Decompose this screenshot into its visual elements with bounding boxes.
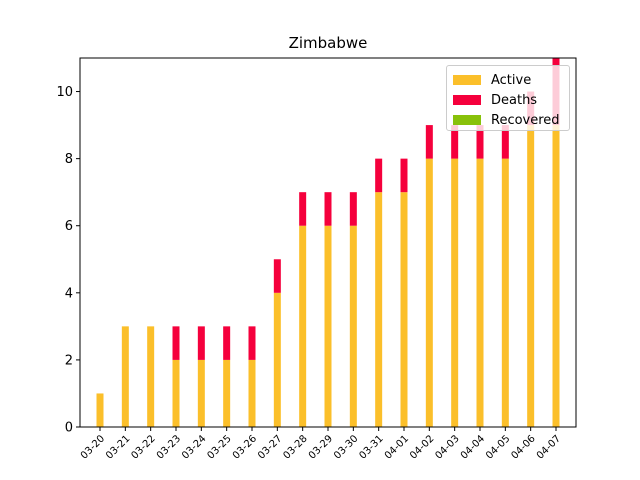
x-tick-label: 04-02 bbox=[408, 433, 436, 461]
bar-deaths-03-31 bbox=[375, 158, 383, 193]
y-tick-label: 2 bbox=[65, 353, 73, 368]
x-tick-label: 03-30 bbox=[332, 433, 360, 461]
x-tick-label: 03-27 bbox=[256, 433, 284, 461]
x-tick-label: 03-31 bbox=[357, 433, 385, 461]
bar-active-03-24 bbox=[197, 359, 205, 427]
legend-swatch-recovered bbox=[453, 115, 481, 125]
bar-active-03-20 bbox=[96, 393, 104, 427]
x-tick-label: 04-05 bbox=[484, 433, 512, 461]
bar-deaths-04-05 bbox=[501, 125, 509, 159]
y-tick-label: 0 bbox=[65, 421, 73, 436]
bar-active-04-01 bbox=[400, 192, 408, 427]
x-tick-label: 03-22 bbox=[129, 433, 157, 461]
bar-active-03-21 bbox=[121, 326, 129, 427]
bar-deaths-03-27 bbox=[273, 259, 281, 293]
x-tick-label: 04-06 bbox=[509, 433, 537, 461]
bar-deaths-04-02 bbox=[425, 125, 433, 159]
bar-active-03-30 bbox=[349, 225, 357, 427]
bar-deaths-04-04 bbox=[476, 125, 484, 159]
bar-active-04-02 bbox=[425, 158, 433, 428]
bar-deaths-04-01 bbox=[400, 158, 408, 193]
legend: Active Deaths Recovered bbox=[446, 65, 570, 131]
bar-active-03-23 bbox=[172, 359, 180, 427]
bar-active-04-05 bbox=[501, 158, 509, 428]
bar-deaths-03-26 bbox=[248, 326, 256, 360]
legend-label-active: Active bbox=[491, 72, 532, 88]
legend-label-recovered: Recovered bbox=[491, 112, 560, 128]
legend-swatch-active bbox=[453, 75, 481, 85]
bar-deaths-03-28 bbox=[299, 192, 307, 226]
bars-group bbox=[96, 58, 560, 428]
bar-active-04-07 bbox=[552, 125, 560, 427]
legend-item-deaths: Deaths bbox=[453, 90, 563, 110]
x-tick-label: 04-07 bbox=[535, 433, 563, 461]
x-tick-label: 03-24 bbox=[180, 433, 208, 461]
bar-active-03-29 bbox=[324, 225, 332, 427]
chart-title: Zimbabwe bbox=[288, 34, 368, 52]
bar-active-03-26 bbox=[248, 359, 256, 427]
y-tick-label: 10 bbox=[56, 85, 73, 100]
bar-deaths-03-30 bbox=[349, 192, 357, 226]
x-tick-label: 03-28 bbox=[281, 433, 309, 461]
y-tick-label: 4 bbox=[65, 286, 73, 301]
bar-active-03-28 bbox=[299, 225, 307, 427]
bar-active-04-03 bbox=[451, 158, 459, 428]
legend-label-deaths: Deaths bbox=[491, 92, 538, 108]
bar-deaths-04-03 bbox=[451, 125, 459, 159]
bar-deaths-03-23 bbox=[172, 326, 180, 360]
x-tick-label: 03-29 bbox=[307, 433, 335, 461]
bar-active-03-25 bbox=[223, 359, 231, 427]
bar-active-03-27 bbox=[273, 292, 281, 427]
legend-item-recovered: Recovered bbox=[453, 110, 563, 130]
bar-active-03-31 bbox=[375, 192, 383, 427]
x-tick-label: 03-20 bbox=[79, 433, 107, 461]
y-tick-label: 8 bbox=[65, 152, 73, 167]
y-tick-label: 6 bbox=[65, 219, 73, 234]
x-tick-label: 03-26 bbox=[231, 433, 259, 461]
x-tick-label: 03-21 bbox=[104, 433, 132, 461]
bar-deaths-03-25 bbox=[223, 326, 231, 360]
bar-deaths-03-29 bbox=[324, 192, 332, 226]
bar-deaths-03-24 bbox=[197, 326, 205, 360]
x-tick-label: 04-03 bbox=[433, 433, 461, 461]
legend-item-active: Active bbox=[453, 70, 563, 90]
x-tick-label: 04-04 bbox=[459, 433, 487, 461]
bar-active-04-04 bbox=[476, 158, 484, 428]
legend-swatch-deaths bbox=[453, 95, 481, 105]
x-tick-label: 03-25 bbox=[205, 433, 233, 461]
x-tick-label: 04-01 bbox=[383, 433, 411, 461]
bar-active-04-06 bbox=[527, 125, 535, 427]
x-tick-label: 03-23 bbox=[155, 433, 183, 461]
bar-active-03-22 bbox=[147, 326, 155, 427]
